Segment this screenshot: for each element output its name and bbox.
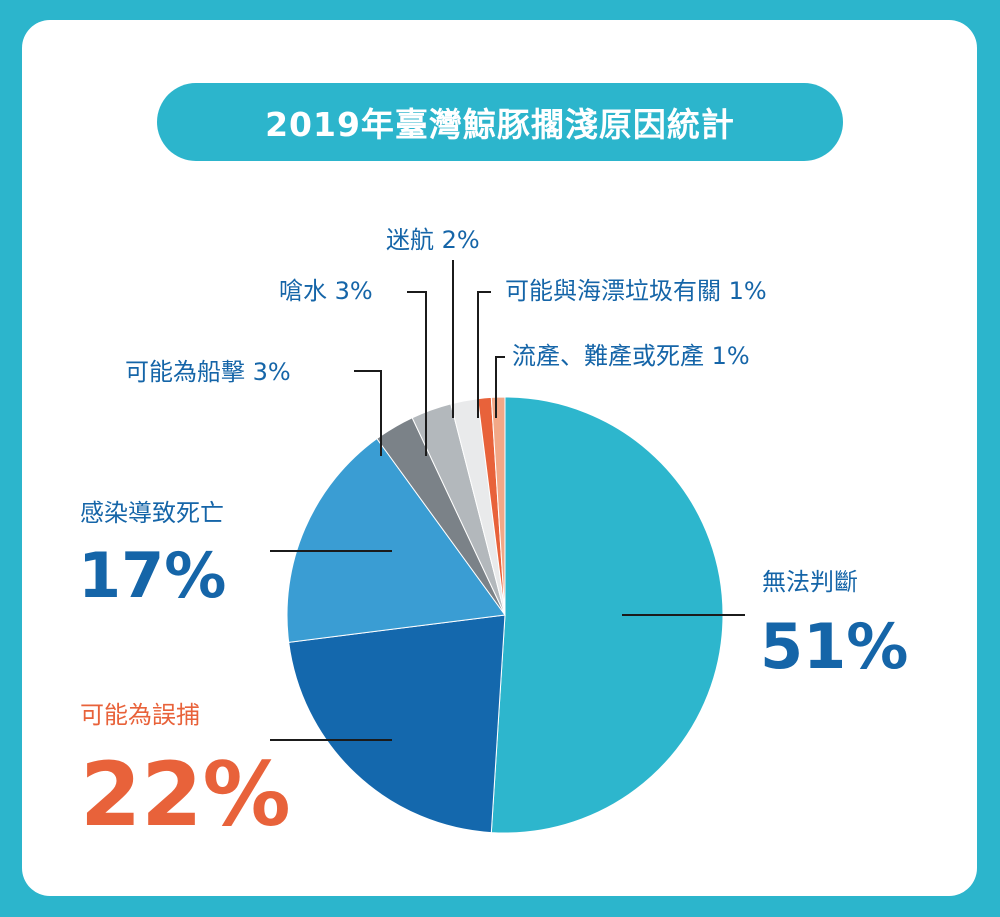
slice-label-stray: 迷航 2% <box>386 226 480 254</box>
stray-pct: 2% <box>442 226 480 254</box>
slice-pct-bycatch: 22% <box>80 743 291 846</box>
slice-label-bycatch: 可能為誤捕 <box>80 701 200 729</box>
birth-label: 流產、難產或死產 <box>512 342 704 370</box>
slice-label-birth: 流產、難產或死產 1% <box>512 342 750 370</box>
chart-title: 2019年臺灣鯨豚擱淺原因統計 <box>265 105 735 144</box>
ship-strike-pct: 3% <box>253 358 291 386</box>
pie-slice-1 <box>288 614 506 834</box>
title-banner: 2019年臺灣鯨豚擱淺原因統計 <box>157 83 843 161</box>
slice-label-ship-strike: 可能為船擊 3% <box>125 358 291 386</box>
slice-label-infection: 感染導致死亡 <box>80 499 224 527</box>
slice-pct-infection: 17% <box>78 539 226 612</box>
ship-strike-label: 可能為船擊 <box>125 358 245 386</box>
slice-label-marine-debris: 可能與海漂垃圾有關 1% <box>505 277 767 305</box>
stray-label: 迷航 <box>386 226 434 254</box>
birth-pct: 1% <box>712 342 750 370</box>
pie-slice-2 <box>286 437 506 643</box>
slice-label-undetermined: 無法判斷 <box>762 568 858 596</box>
drowning-pct: 3% <box>335 277 373 305</box>
drowning-label: 嗆水 <box>279 277 327 305</box>
marine-debris-label: 可能與海漂垃圾有關 <box>505 277 721 305</box>
slice-label-drowning: 嗆水 3% <box>279 277 373 305</box>
marine-debris-pct: 1% <box>729 277 767 305</box>
slice-pct-undetermined: 51% <box>760 610 908 683</box>
pie-slice-7 <box>490 396 506 616</box>
pie-slice-0 <box>490 396 724 834</box>
